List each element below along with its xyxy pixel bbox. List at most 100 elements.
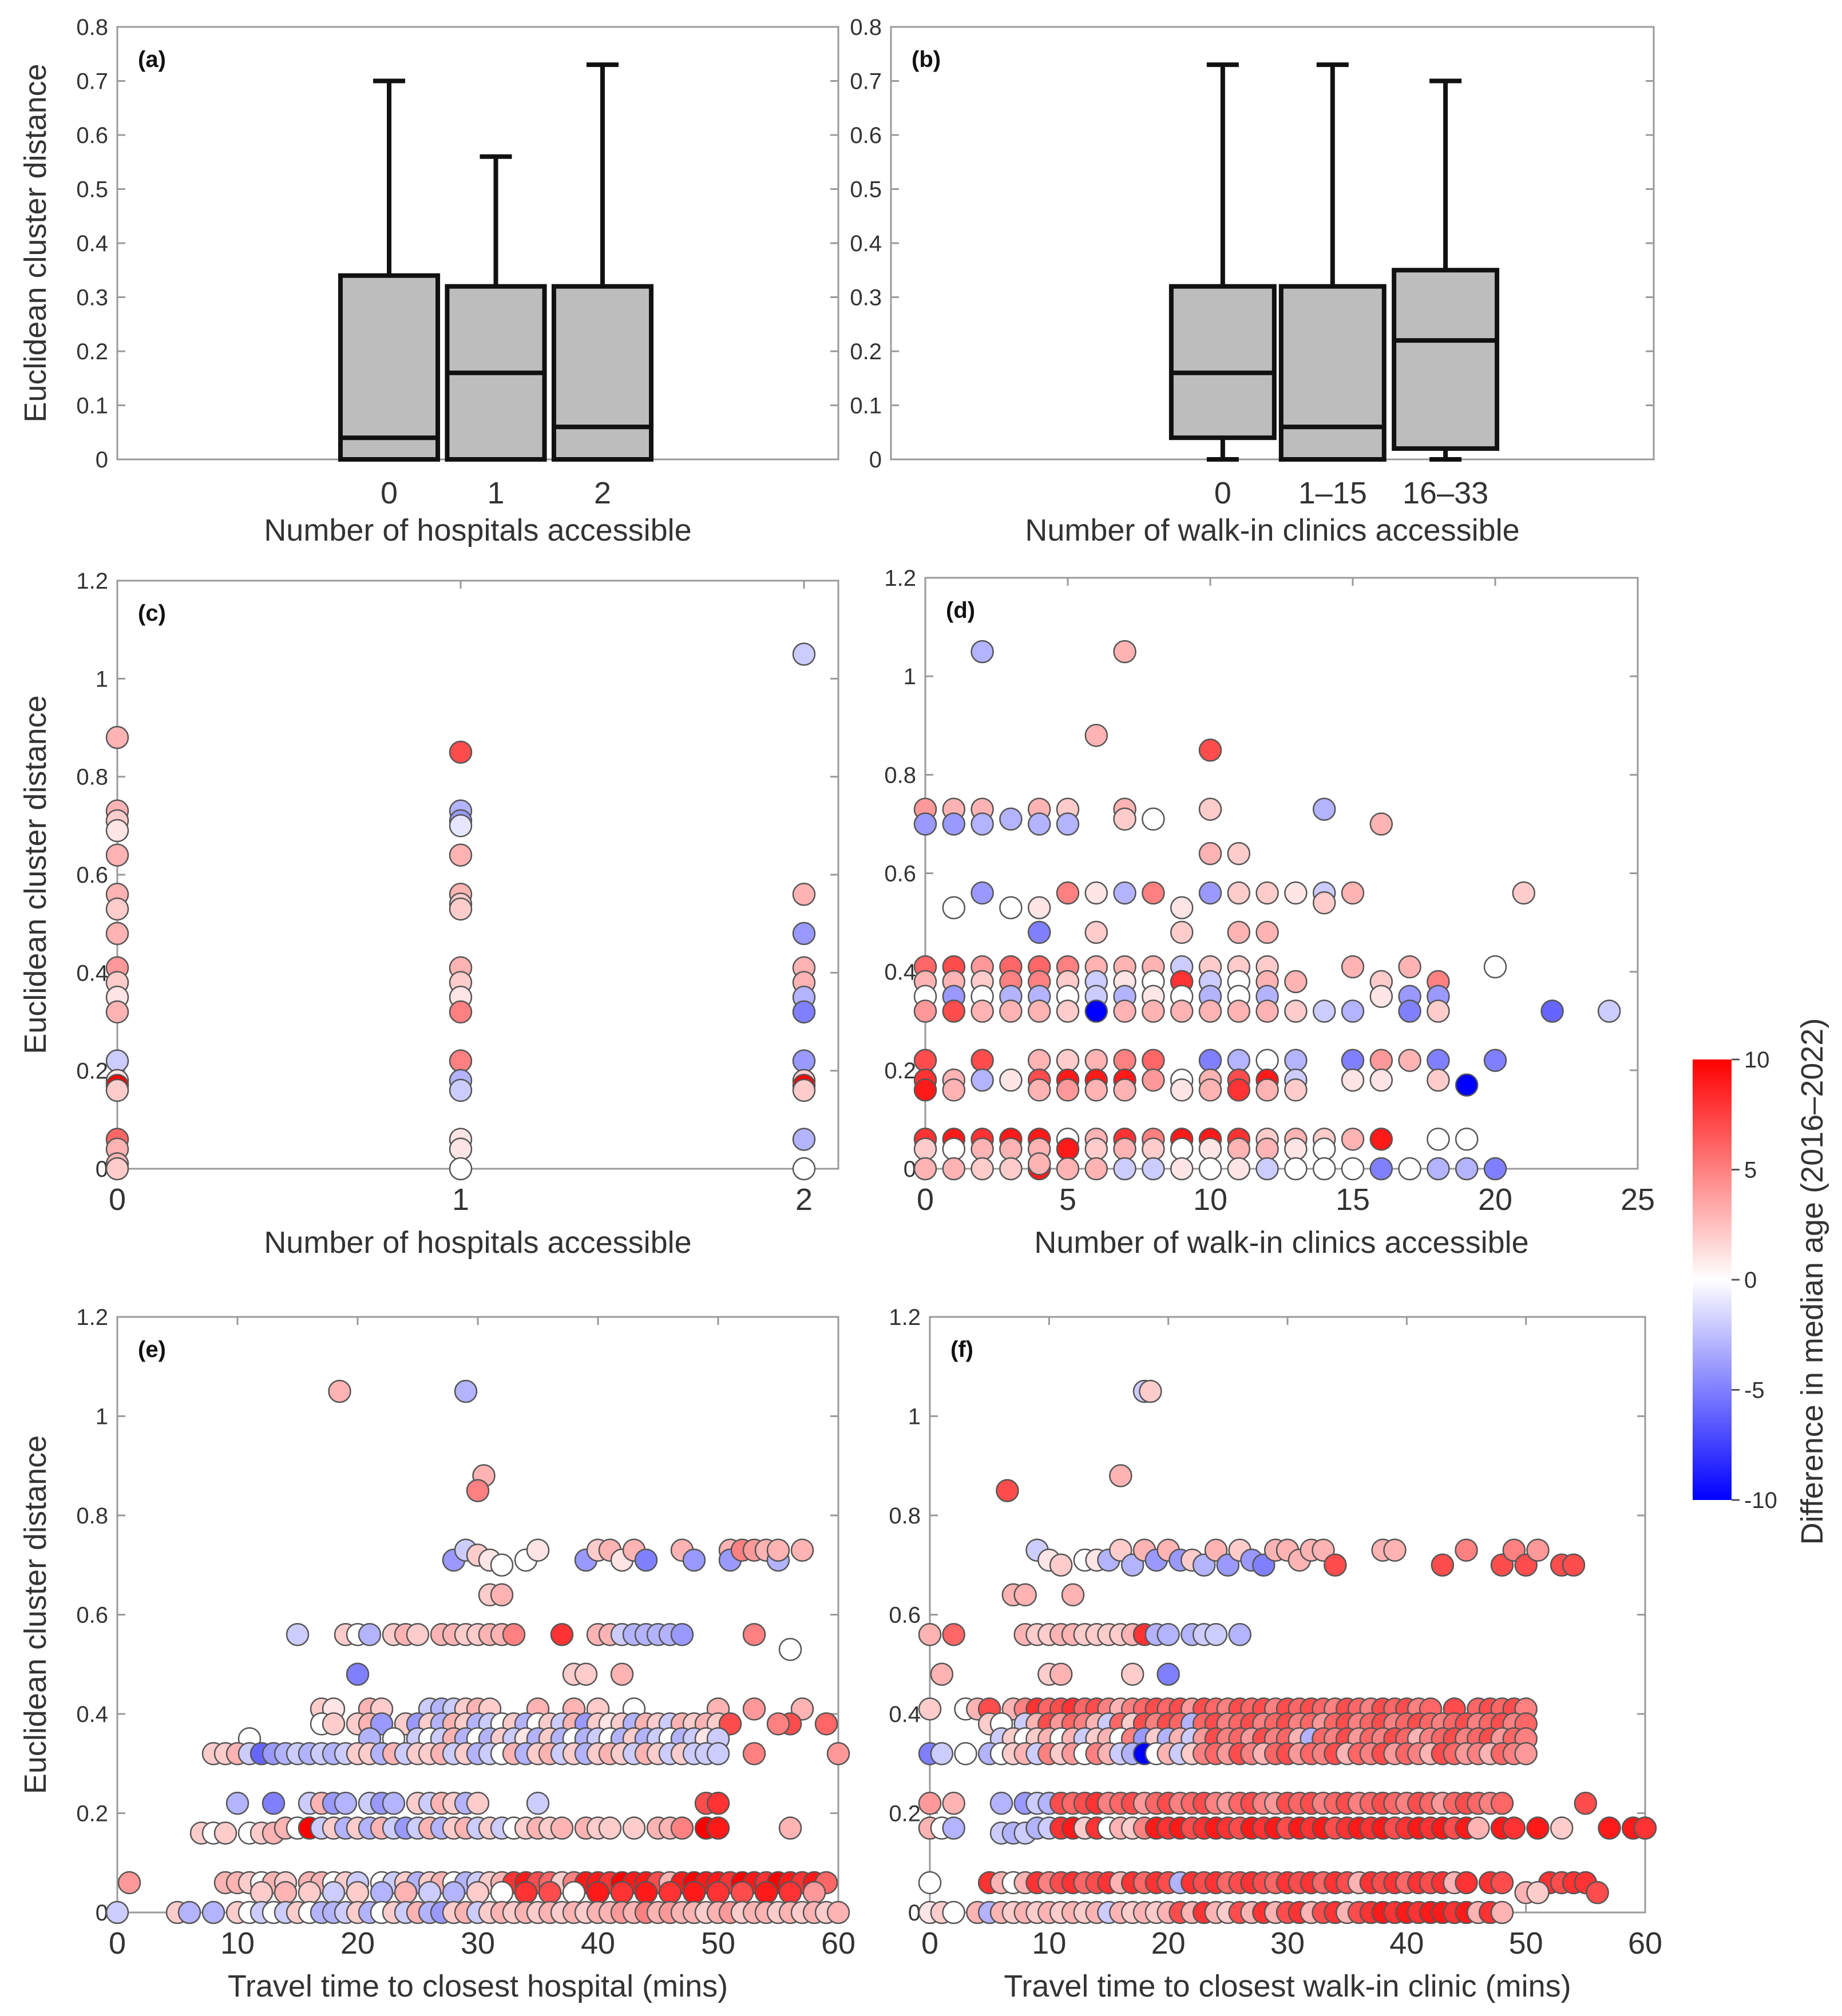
scatter-point xyxy=(1198,1049,1222,1072)
scatter-point xyxy=(1431,1553,1455,1577)
scatter-point xyxy=(1512,881,1536,905)
scatter-point xyxy=(346,1881,370,1904)
colorbar-gradient xyxy=(1693,1059,1732,1500)
box-iqr xyxy=(1392,268,1500,451)
scatter-point xyxy=(1084,999,1108,1023)
x-tick-label: 5 xyxy=(1059,1182,1076,1217)
scatter-point xyxy=(913,1078,937,1102)
scatter-point xyxy=(105,897,129,921)
scatter-point xyxy=(1312,999,1336,1023)
scatter-point xyxy=(328,1379,351,1403)
scatter-point xyxy=(1455,1538,1478,1562)
scatter-point xyxy=(942,1622,965,1646)
scatter-point xyxy=(1383,1538,1407,1562)
scatter-point xyxy=(1027,812,1051,836)
scatter-point xyxy=(942,1791,965,1815)
scatter-point xyxy=(1312,1137,1336,1161)
scatter-point xyxy=(918,1871,942,1895)
scatter-point xyxy=(658,1881,682,1904)
scatter-point xyxy=(322,1712,346,1736)
scatter-point xyxy=(1255,999,1279,1023)
scatter-point xyxy=(382,1791,406,1815)
y-tick-label: 0.8 xyxy=(76,765,108,790)
x-tick-label: 10 xyxy=(220,1926,255,1961)
scatter-point xyxy=(1455,1157,1479,1181)
scatter-point xyxy=(1170,1157,1194,1181)
scatter-point xyxy=(370,1881,394,1904)
scatter-point xyxy=(449,843,473,867)
scatter-point xyxy=(514,1881,538,1904)
x-ticks: 0 1 2 xyxy=(381,476,611,510)
y-tick-label: 0 xyxy=(869,447,882,473)
scatter-point xyxy=(1255,1157,1279,1181)
scatter-point xyxy=(1398,1157,1421,1181)
y-ticks: 0 0.2 0.4 0.6 0.8 1 1.2 xyxy=(889,1305,1645,1926)
y-tick-label: 1 xyxy=(96,666,108,692)
scatter-point xyxy=(1427,999,1450,1023)
scatter-point xyxy=(1550,1816,1574,1840)
x-axis-label: Number of hospitals accessible xyxy=(264,513,691,547)
scatter-point xyxy=(1113,881,1136,905)
scatter-point xyxy=(814,1712,838,1736)
scatter-point xyxy=(1109,1464,1132,1487)
scatter-point xyxy=(999,999,1023,1023)
scatter-point xyxy=(449,897,473,921)
scatter-point xyxy=(105,725,129,749)
x-tick-label: 2 xyxy=(795,1182,813,1217)
scatter-point xyxy=(1027,1049,1051,1072)
y-tick-label: 0.5 xyxy=(850,177,882,203)
y-tick-label: 0.6 xyxy=(76,1603,108,1628)
scatter-point xyxy=(942,1157,966,1181)
scatter-point xyxy=(970,999,994,1023)
y-tick-label: 0.2 xyxy=(889,1801,921,1827)
colorbar-tick-label: 0 xyxy=(1744,1268,1757,1293)
scatter-point xyxy=(930,1742,954,1765)
y-tick-label: 1.2 xyxy=(76,1305,108,1330)
x-axis-label: Number of hospitals accessible xyxy=(264,1225,691,1260)
x-tick-label: 0 xyxy=(921,1926,938,1961)
scatter-point xyxy=(213,1821,237,1845)
scatter-point xyxy=(449,1000,473,1024)
scatter-point xyxy=(1056,812,1080,836)
scatter-point xyxy=(792,1078,816,1102)
scatter-point xyxy=(989,1791,1013,1815)
scatter-point xyxy=(766,1712,790,1736)
scatter-point xyxy=(1084,920,1108,944)
x-tick-label: 50 xyxy=(1509,1926,1543,1961)
scatter-point xyxy=(1113,640,1136,664)
scatter-point xyxy=(1027,920,1051,944)
colorbar-tick-label: -5 xyxy=(1744,1378,1765,1403)
y-tick-label: 0.4 xyxy=(850,231,882,256)
box-iqr xyxy=(1168,284,1277,440)
scatter-point xyxy=(1483,1049,1507,1072)
scatter-point xyxy=(449,1078,473,1102)
scatter-point xyxy=(1198,842,1222,866)
scatter-point xyxy=(449,1157,473,1181)
scatter-point xyxy=(706,1881,730,1904)
y-tick-label: 0.8 xyxy=(76,1503,108,1529)
x-tick-label: 20 xyxy=(340,1926,375,1961)
scatter-point xyxy=(622,1816,646,1840)
scatter-point xyxy=(942,1137,966,1161)
scatter-point xyxy=(1427,1049,1450,1072)
scatter-point xyxy=(792,1128,816,1151)
x-tick-label: 1 xyxy=(487,476,504,510)
scatter-point xyxy=(670,1622,694,1646)
scatter-point xyxy=(418,1881,442,1904)
y-tick-label: 0.6 xyxy=(76,123,108,148)
scatter-point xyxy=(1027,896,1051,920)
box-iqr xyxy=(1278,284,1387,462)
scatter-point xyxy=(970,1137,994,1161)
scatter-point xyxy=(466,1791,490,1815)
scatter-point xyxy=(1598,1816,1621,1840)
x-ticks: 0 5 10 15 20 25 xyxy=(917,578,1655,1217)
scatter-point xyxy=(790,1538,814,1562)
scatter-point xyxy=(1255,881,1279,905)
scatter-point xyxy=(1113,1137,1136,1161)
scatter-point xyxy=(1227,920,1251,944)
scatter-point xyxy=(406,1622,430,1646)
scatter-point xyxy=(1227,1078,1251,1102)
scatter-point xyxy=(970,1049,994,1072)
scatter-point xyxy=(1027,1078,1051,1102)
scatter-point xyxy=(1198,797,1222,821)
